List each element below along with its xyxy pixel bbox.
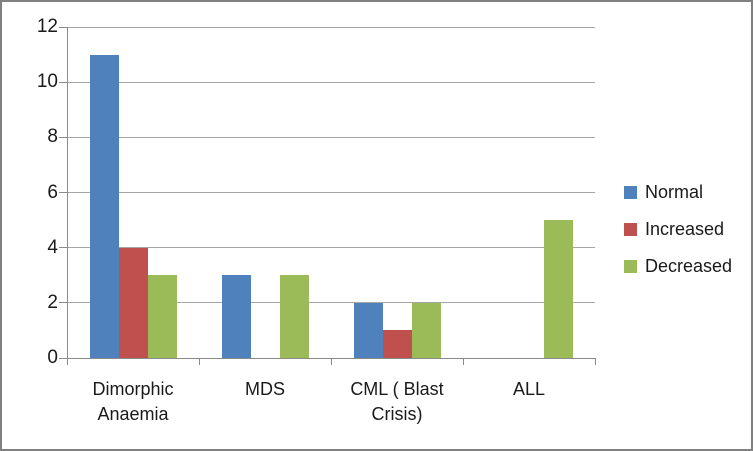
bar-decreased: [147, 275, 177, 358]
y-axis-tick: [59, 302, 67, 304]
legend-label: Normal: [645, 181, 704, 202]
x-axis-category-label: CML ( Blast Crisis): [350, 379, 444, 424]
x-axis-category-label: ALL: [512, 379, 546, 399]
gridline: [67, 247, 595, 249]
y-axis-tick-label: 0: [47, 347, 58, 368]
gridline: [67, 81, 595, 83]
y-axis-tick: [59, 357, 67, 359]
y-axis-tick-label: 6: [47, 181, 58, 203]
x-axis-category-label: MDS: [245, 379, 285, 399]
y-axis-line: [67, 27, 68, 358]
gridline: [67, 302, 595, 304]
legend-item: Normal: [624, 181, 732, 203]
gridline: [67, 192, 595, 193]
y-axis-tick: [59, 81, 67, 83]
y-axis-tick: [59, 247, 67, 249]
y-axis-tick-label: 10: [36, 71, 58, 93]
y-axis-tick-label: 4: [47, 236, 58, 258]
bar-decreased: [543, 220, 573, 358]
x-axis-category-label: Dimorphic Anaemia: [92, 379, 174, 424]
x-axis-tick: [595, 358, 596, 365]
y-axis-tick-label: 12: [36, 16, 58, 37]
gridline: [67, 136, 595, 138]
legend: Normal Increased Decreased: [624, 181, 732, 277]
x-axis-tick: [331, 358, 332, 365]
x-axis-tick: [199, 358, 200, 365]
x-axis-tick: [67, 358, 68, 365]
y-axis-tick: [59, 192, 67, 193]
bar-increased: [382, 330, 412, 358]
legend-label: Increased: [645, 218, 725, 239]
bar-normal: [89, 54, 119, 358]
gridline: [67, 26, 595, 28]
bar-normal: [353, 302, 383, 358]
legend-label: Decreased: [645, 255, 733, 276]
legend-marker-icon: [624, 259, 637, 273]
legend-item: Decreased: [624, 255, 732, 277]
y-axis-tick-label: 8: [47, 126, 58, 148]
y-axis-tick-label: 2: [47, 291, 58, 313]
legend-item: Increased: [624, 218, 732, 240]
legend-marker-icon: [624, 222, 637, 236]
x-axis-tick: [463, 358, 464, 365]
y-axis-tick: [59, 136, 67, 138]
y-axis-tick: [59, 26, 67, 28]
bar-normal: [221, 275, 251, 358]
bar-decreased: [279, 275, 309, 358]
bar-decreased: [411, 302, 441, 358]
legend-marker-icon: [624, 185, 637, 199]
bar-increased: [118, 247, 148, 358]
